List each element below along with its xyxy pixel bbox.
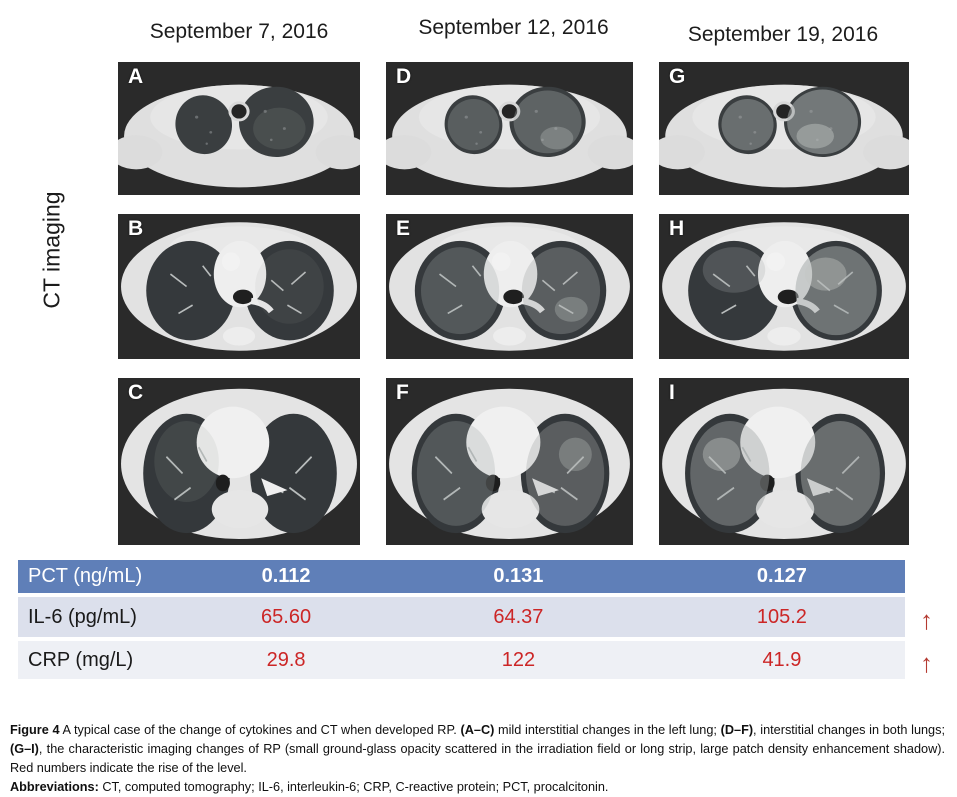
il6-value-sep7: 65.60 (261, 605, 312, 628)
date-header-3: September 19, 2016 (687, 23, 879, 46)
ct-panel-g: G (659, 62, 909, 195)
pct-value-sep7: 0.112 (261, 565, 311, 587)
ct-scan-image (118, 62, 360, 195)
date-header-1: September 7, 2016 (149, 20, 329, 43)
ct-scan-image (659, 214, 909, 359)
panel-letter: C (128, 381, 144, 404)
table-row-pct: PCT (ng/mL) 0.112 0.131 0.127 (18, 560, 905, 593)
ct-panel-c: C (118, 378, 360, 545)
abbreviations-line: Abbreviations: CT, computed tomography; … (10, 778, 945, 797)
ct-scan-image (386, 378, 633, 545)
il6-value-sep12: 64.37 (493, 605, 544, 628)
crp-value-sep12: 122 (501, 648, 536, 671)
ct-scan-image (386, 62, 633, 195)
pct-value-sep19: 0.127 (756, 565, 807, 587)
lab-values-table: PCT (ng/mL) 0.112 0.131 0.127 IL-6 (pg/m… (18, 560, 905, 679)
ct-panel-h: H (659, 214, 909, 359)
caption-bold-ac: (A–C) (460, 722, 495, 737)
caption-text: A typical case of the change of cytokine… (59, 722, 461, 737)
ct-panel-f: F (386, 378, 633, 545)
il6-value-sep19: 105.2 (756, 605, 807, 628)
rise-arrow-icon: ↑ (920, 648, 933, 678)
crp-value-sep7: 29.8 (266, 648, 306, 671)
ct-panel-i: I (659, 378, 909, 545)
panel-letter: I (669, 381, 675, 404)
panel-letter: B (128, 217, 144, 240)
ct-image-grid: A D G B E (118, 62, 909, 545)
ct-scan-image (659, 378, 909, 545)
panel-letter: G (669, 65, 686, 88)
table-row-il6: IL-6 (pg/mL) 65.60 64.37 105.2 (18, 597, 905, 637)
caption-bold-gi: (G–I) (10, 741, 39, 756)
caption-bold-df: (D–F) (720, 722, 754, 737)
row-label-il6: IL-6 (pg/mL) (28, 605, 137, 628)
row-label-crp: CRP (mg/L) (28, 648, 134, 671)
crp-value-sep19: 41.9 (762, 648, 802, 671)
caption-text: mild interstitial changes in the left lu… (494, 722, 721, 737)
ct-scan-image (118, 214, 360, 359)
panel-letter: E (396, 217, 411, 240)
ct-panel-e: E (386, 214, 633, 359)
caption-text: , interstitial changes in both lungs; (753, 722, 945, 737)
table-row-crp: CRP (mg/L) 29.8 122 41.9 (18, 641, 905, 679)
abbreviations-label: Abbreviations: (10, 779, 99, 794)
date-header-2: September 12, 2016 (418, 16, 609, 39)
ct-scan-image (386, 214, 633, 359)
panel-letter: D (396, 65, 412, 88)
panel-letter: A (128, 65, 144, 88)
ct-panel-d: D (386, 62, 633, 195)
ct-imaging-axis-label: CT imaging (38, 191, 65, 309)
abbreviations-text: CT, computed tomography; IL-6, interleuk… (98, 779, 609, 794)
rise-arrow-icon: ↑ (920, 605, 933, 635)
ct-panel-a: A (118, 62, 360, 195)
figure-caption: Figure 4 A typical case of the change of… (10, 721, 945, 778)
panel-letter: F (396, 381, 409, 404)
figure-number: Figure 4 (10, 722, 60, 737)
panel-letter: H (669, 217, 685, 240)
caption-text: , the characteristic imaging changes of … (10, 741, 945, 775)
pct-value-sep12: 0.131 (493, 565, 544, 587)
row-label-pct: PCT (ng/mL) (28, 565, 143, 587)
ct-panel-b: B (118, 214, 360, 359)
ct-scan-image (659, 62, 909, 195)
ct-scan-image (118, 378, 360, 545)
